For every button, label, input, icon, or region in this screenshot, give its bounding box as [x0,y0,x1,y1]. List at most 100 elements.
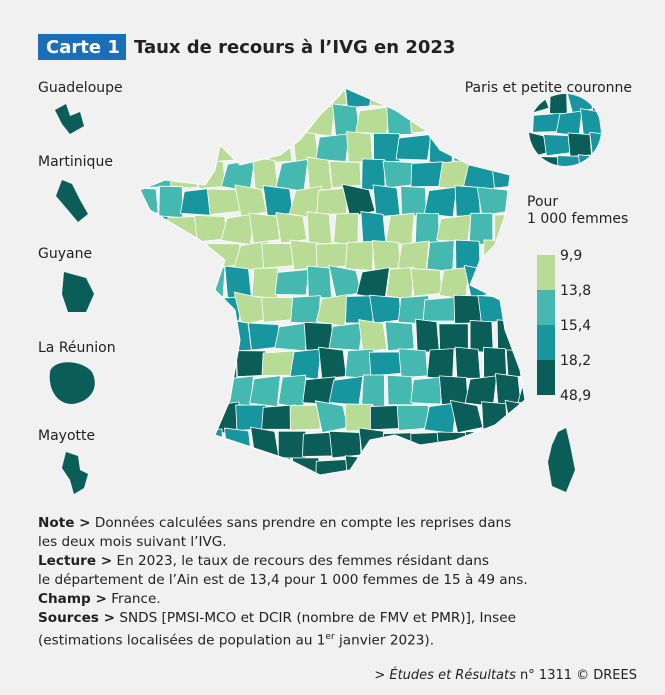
departement [344,240,375,271]
departement [168,322,199,351]
label-paris: Paris et petite couronne [465,80,632,96]
departement [261,296,295,323]
note: Lecture > En 2023, le taux de recours de… [38,552,648,590]
departement [438,323,469,351]
departement [496,319,521,354]
departement [140,88,160,110]
departement [179,88,214,110]
departement [543,134,572,157]
departement [503,453,525,475]
departement [415,318,440,353]
departement [400,185,428,217]
departement [328,430,362,459]
departement [140,294,159,325]
departement [289,404,321,431]
departement [409,108,444,134]
departement [277,430,307,459]
departement [481,401,509,433]
label-reunion: La Réunion [38,340,116,356]
departement [358,427,388,460]
departement [371,240,401,271]
departement [555,110,583,137]
departement [206,188,241,215]
departement [373,132,401,162]
departement [372,184,401,217]
departement [345,295,374,324]
martinique [56,180,88,222]
notes: Note > Données calculées sans prendre en… [38,514,648,651]
legend-label: 9,9 [560,248,582,264]
departement [289,239,321,271]
departement [399,455,428,475]
reunion [49,362,95,404]
note-text: les deux mois suivant l’IVG. [38,534,227,550]
departement [264,88,293,110]
departement [368,351,403,377]
departement [341,183,376,218]
legend-swatch [537,325,555,360]
note-text: En 2023, le taux de recours des femmes r… [116,553,489,569]
departement [274,269,310,296]
departement [598,153,601,166]
departement [212,454,238,475]
departement [223,105,253,135]
label-guadeloupe: Guadeloupe [38,80,123,96]
departement [507,241,525,270]
departement [355,106,391,135]
departement [424,88,457,111]
departement [449,454,484,475]
departement [235,350,267,378]
departement [396,404,429,431]
departement [410,161,444,188]
note-text: (estimations localisées de population au… [38,632,326,649]
guyane [62,272,94,312]
departement [517,162,525,188]
departement [170,429,198,460]
departement [289,348,322,380]
departement [168,105,200,137]
note: Note > Données calculées sans prendre en… [38,514,648,552]
departement [252,156,279,191]
footer-prefix: > [374,668,386,683]
departement [344,88,375,109]
mayotte [62,452,88,494]
departement [209,131,240,163]
departement [449,399,484,434]
label-martinique: Martinique [38,154,113,170]
departement [236,88,266,109]
departement [494,265,522,298]
note-label: Note > [38,515,91,531]
departement [154,240,187,272]
departement [477,458,511,475]
departement [414,212,440,246]
departement [222,375,254,407]
departement [199,428,224,463]
departement [328,375,364,406]
note-label: Champ > [38,591,107,607]
departement [193,214,227,243]
departement [504,399,525,434]
departement [158,185,184,219]
departement [166,268,200,297]
departement [140,431,175,457]
label-mayotte: Mayotte [38,428,95,444]
tag-box [38,34,126,60]
departement [428,131,453,165]
departement [463,264,497,299]
departement [140,375,174,407]
departement [156,293,185,328]
departement [589,131,601,158]
departement [303,321,334,351]
departement [346,131,374,163]
legend-title: 1 000 femmes [527,211,628,227]
departement [453,294,482,324]
paris-inset [529,94,601,166]
departement [302,105,336,137]
departement [153,457,188,475]
legend-label: 13,8 [560,283,591,299]
departement [166,377,200,405]
departement [577,154,601,166]
legend-swatch [537,255,555,290]
departement [382,160,416,189]
label-guyane: Guyane [38,246,92,262]
